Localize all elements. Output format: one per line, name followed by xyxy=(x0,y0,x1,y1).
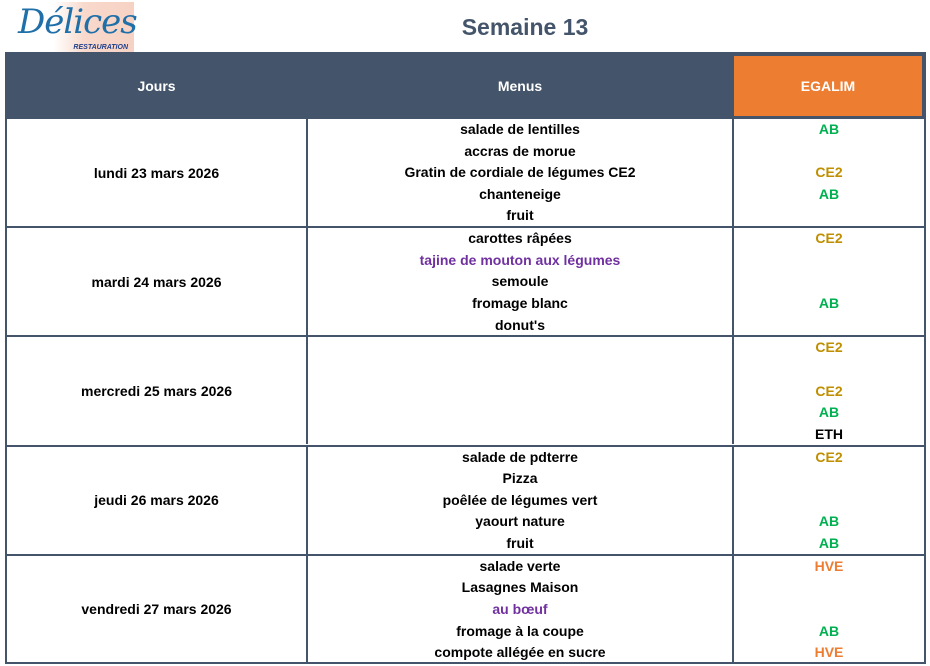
menu-item: fromage blanc xyxy=(472,294,568,311)
menu-item: salade verte xyxy=(479,557,561,574)
header-egalim: EGALIM xyxy=(732,54,924,118)
day-label: jeudi 26 mars 2026 xyxy=(94,492,219,509)
egalim-cell: CE2 AB xyxy=(734,228,924,335)
egalim-label xyxy=(734,205,924,227)
egalim-label: AB xyxy=(818,622,840,639)
menu-item: tajine de mouton aux légumes xyxy=(419,251,621,268)
menu-item xyxy=(308,402,732,424)
day-row: mercredi 25 mars 2026 CE2 CE2 AB ETH xyxy=(7,335,924,446)
menu-item: compote allégée en sucre xyxy=(434,644,606,661)
egalim-label xyxy=(734,141,924,163)
menu-item: chanteneige xyxy=(479,185,561,202)
egalim-label: AB xyxy=(818,534,840,551)
menu-item xyxy=(308,337,732,359)
menu-item: fruit xyxy=(506,534,534,551)
menu-item: accras de morue xyxy=(464,142,576,159)
menu-cell: salade de lentilles accras de morue Gratin… xyxy=(306,119,734,226)
menu-item: Gratin de cordiale de légumes CE2 xyxy=(404,164,636,181)
egalim-label: CE2 xyxy=(815,382,843,399)
delices-logo: Délices RESTAURATION xyxy=(10,2,138,55)
menu-item: Lasagnes Maison xyxy=(461,579,579,596)
menu-item: carottes râpées xyxy=(468,230,572,247)
menu-item: salade de pdterre xyxy=(462,448,578,465)
header-days: Jours xyxy=(7,54,306,118)
egalim-label xyxy=(734,315,924,337)
logo-subtext: RESTAURATION xyxy=(73,44,128,51)
day-label: lundi 23 mars 2026 xyxy=(93,164,220,181)
menu-cell: salade verte Lasagnes Maison au bœuf fromag… xyxy=(306,555,734,663)
egalim-cell: HVE AB HVE xyxy=(734,556,924,663)
logo-text: Délices xyxy=(18,2,138,42)
day-row: jeudi 26 mars 2026 salade de pdterre Pizza… xyxy=(7,444,924,554)
day-row: vendredi 27 mars 2026 salade verte Lasagne… xyxy=(7,553,924,663)
menu-item xyxy=(308,381,732,403)
menu-item: fruit xyxy=(506,207,534,224)
menu-item: yaourt nature xyxy=(475,513,565,530)
egalim-label: AB xyxy=(818,185,840,202)
egalim-label: HVE xyxy=(814,644,844,661)
egalim-label xyxy=(734,490,924,512)
egalim-label xyxy=(734,468,924,490)
menu-table: Jours Menus EGALIM lundi 23 mars 2026 sal… xyxy=(5,52,926,664)
header-menus: Menus xyxy=(306,54,734,118)
egalim-label: CE2 xyxy=(815,339,843,356)
menu-item: semoule xyxy=(491,273,549,290)
egalim-label xyxy=(734,599,924,621)
egalim-cell: CE2 AB AB xyxy=(734,447,924,554)
menu-cell: carottes râpées tajine de mouton aux légu… xyxy=(306,228,734,336)
day-label: mercredi 25 mars 2026 xyxy=(81,382,232,399)
menu-item: Pizza xyxy=(502,470,538,487)
menu-item xyxy=(308,359,732,381)
menu-item: au bœuf xyxy=(492,600,548,617)
menu-cell: salade de pdterre Pizza poêlée de légumes … xyxy=(306,446,734,554)
egalim-label xyxy=(734,577,924,599)
menu-item: fromage à la coupe xyxy=(456,622,584,639)
egalim-label: ETH xyxy=(815,425,843,442)
egalim-cell: CE2 CE2 AB ETH xyxy=(734,337,924,444)
egalim-label xyxy=(734,271,924,293)
egalim-cell: AB CE2 AB xyxy=(734,119,924,226)
day-row: lundi 23 mars 2026 salade de lentilles acc… xyxy=(7,117,924,226)
egalim-label xyxy=(734,250,924,272)
egalim-label: AB xyxy=(818,121,840,137)
day-label: vendredi 27 mars 2026 xyxy=(81,601,232,618)
egalim-label: CE2 xyxy=(815,164,843,181)
egalim-label: HVE xyxy=(814,557,844,574)
menu-item: donut's xyxy=(495,316,545,333)
day-label: mardi 24 mars 2026 xyxy=(91,273,222,290)
egalim-label: CE2 xyxy=(815,448,843,465)
menu-item: poêlée de légumes vert xyxy=(442,491,598,508)
menu-item: salade de lentilles xyxy=(460,121,580,137)
menu-cell xyxy=(306,337,734,446)
egalim-label xyxy=(734,359,924,381)
egalim-label: CE2 xyxy=(815,230,843,247)
page-title: Semaine 13 xyxy=(461,14,589,40)
menu-item xyxy=(308,424,732,446)
egalim-label: AB xyxy=(818,513,840,530)
egalim-label: AB xyxy=(818,404,840,421)
day-row: mardi 24 mars 2026 carottes râpées tajine … xyxy=(7,226,924,336)
egalim-label: AB xyxy=(818,294,840,311)
